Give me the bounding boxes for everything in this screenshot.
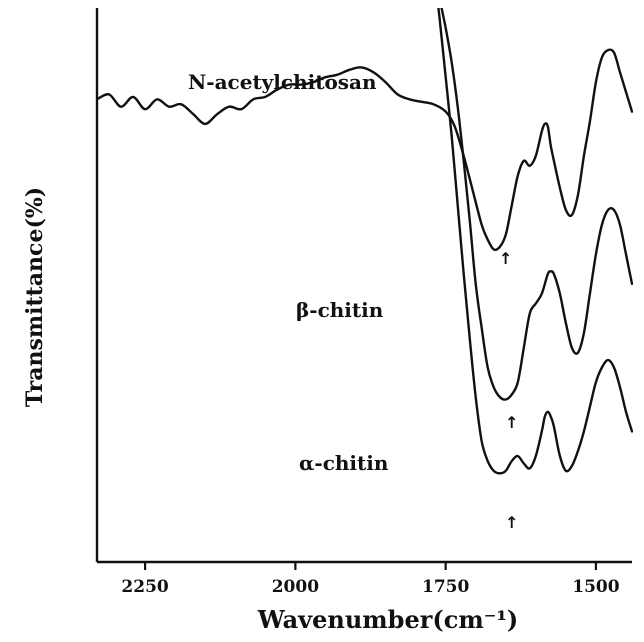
series-labels: N-acetylchitosan β-chitin α-chitin (188, 70, 389, 475)
x-axis-label: Wavenumber(cm⁻¹) (257, 605, 519, 634)
x-tick-label: 2250 (121, 577, 168, 597)
series-line-alpha-chitin (437, 8, 633, 475)
peak-arrow-icon: ↑ (499, 249, 512, 268)
series-label-n-acetylchitosan: N-acetylchitosan (188, 70, 377, 94)
series-label-alpha-chitin: α-chitin (299, 451, 389, 475)
series-curves (98, 8, 633, 475)
peak-arrow-icon: ↑ (505, 513, 518, 532)
x-tick-label: 2000 (272, 577, 319, 597)
x-tick-label: 1750 (422, 577, 469, 597)
peak-arrow-icon: ↑ (505, 413, 518, 432)
y-axis-label: Transmittance(%) (22, 187, 48, 407)
peak-arrows: ↑ ↑ ↑ (499, 249, 518, 532)
series-line-n-acetylchitosan (98, 48, 633, 252)
series-label-beta-chitin: β-chitin (296, 298, 384, 322)
x-ticks: 2250 2000 1750 1500 (121, 562, 620, 597)
axes (95, 8, 632, 564)
series-line-beta-chitin (440, 8, 633, 401)
x-tick-label: 1500 (572, 577, 619, 597)
